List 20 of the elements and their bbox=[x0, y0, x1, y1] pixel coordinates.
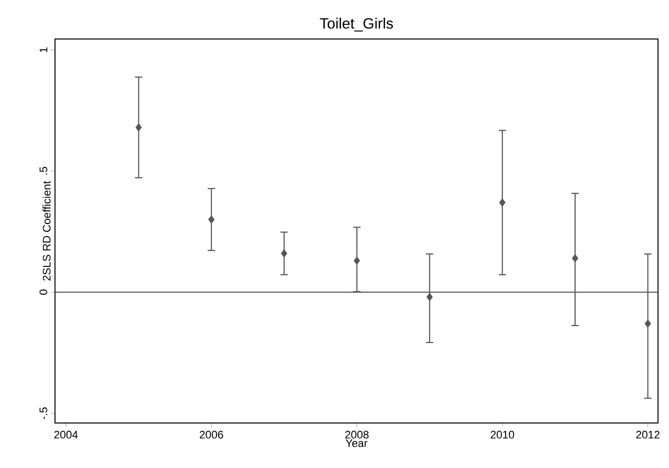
point bbox=[280, 249, 288, 258]
point bbox=[135, 123, 142, 132]
x-tick-label: 2004 bbox=[54, 430, 78, 439]
point bbox=[644, 319, 652, 328]
point bbox=[499, 198, 506, 207]
x-tick-label: 2012 bbox=[636, 430, 660, 439]
x-tick-label: 2006 bbox=[200, 430, 224, 439]
point bbox=[208, 215, 215, 224]
point bbox=[426, 292, 433, 302]
x-tick-label: 2010 bbox=[490, 430, 514, 439]
x-axis-title: Year bbox=[346, 439, 368, 448]
y-tick-label: 0 bbox=[40, 290, 48, 295]
y-tick-label: .5 bbox=[40, 166, 48, 175]
chart-title: Toilet_Girls bbox=[320, 18, 393, 32]
point bbox=[354, 256, 360, 265]
point bbox=[572, 254, 578, 262]
y-tick-label: 1 bbox=[40, 47, 48, 52]
y-axis-title: 2SLS RD Coefficient bbox=[42, 180, 51, 281]
y-tick-label: -.5 bbox=[40, 407, 48, 420]
x-tick-label: 2008 bbox=[345, 430, 369, 439]
